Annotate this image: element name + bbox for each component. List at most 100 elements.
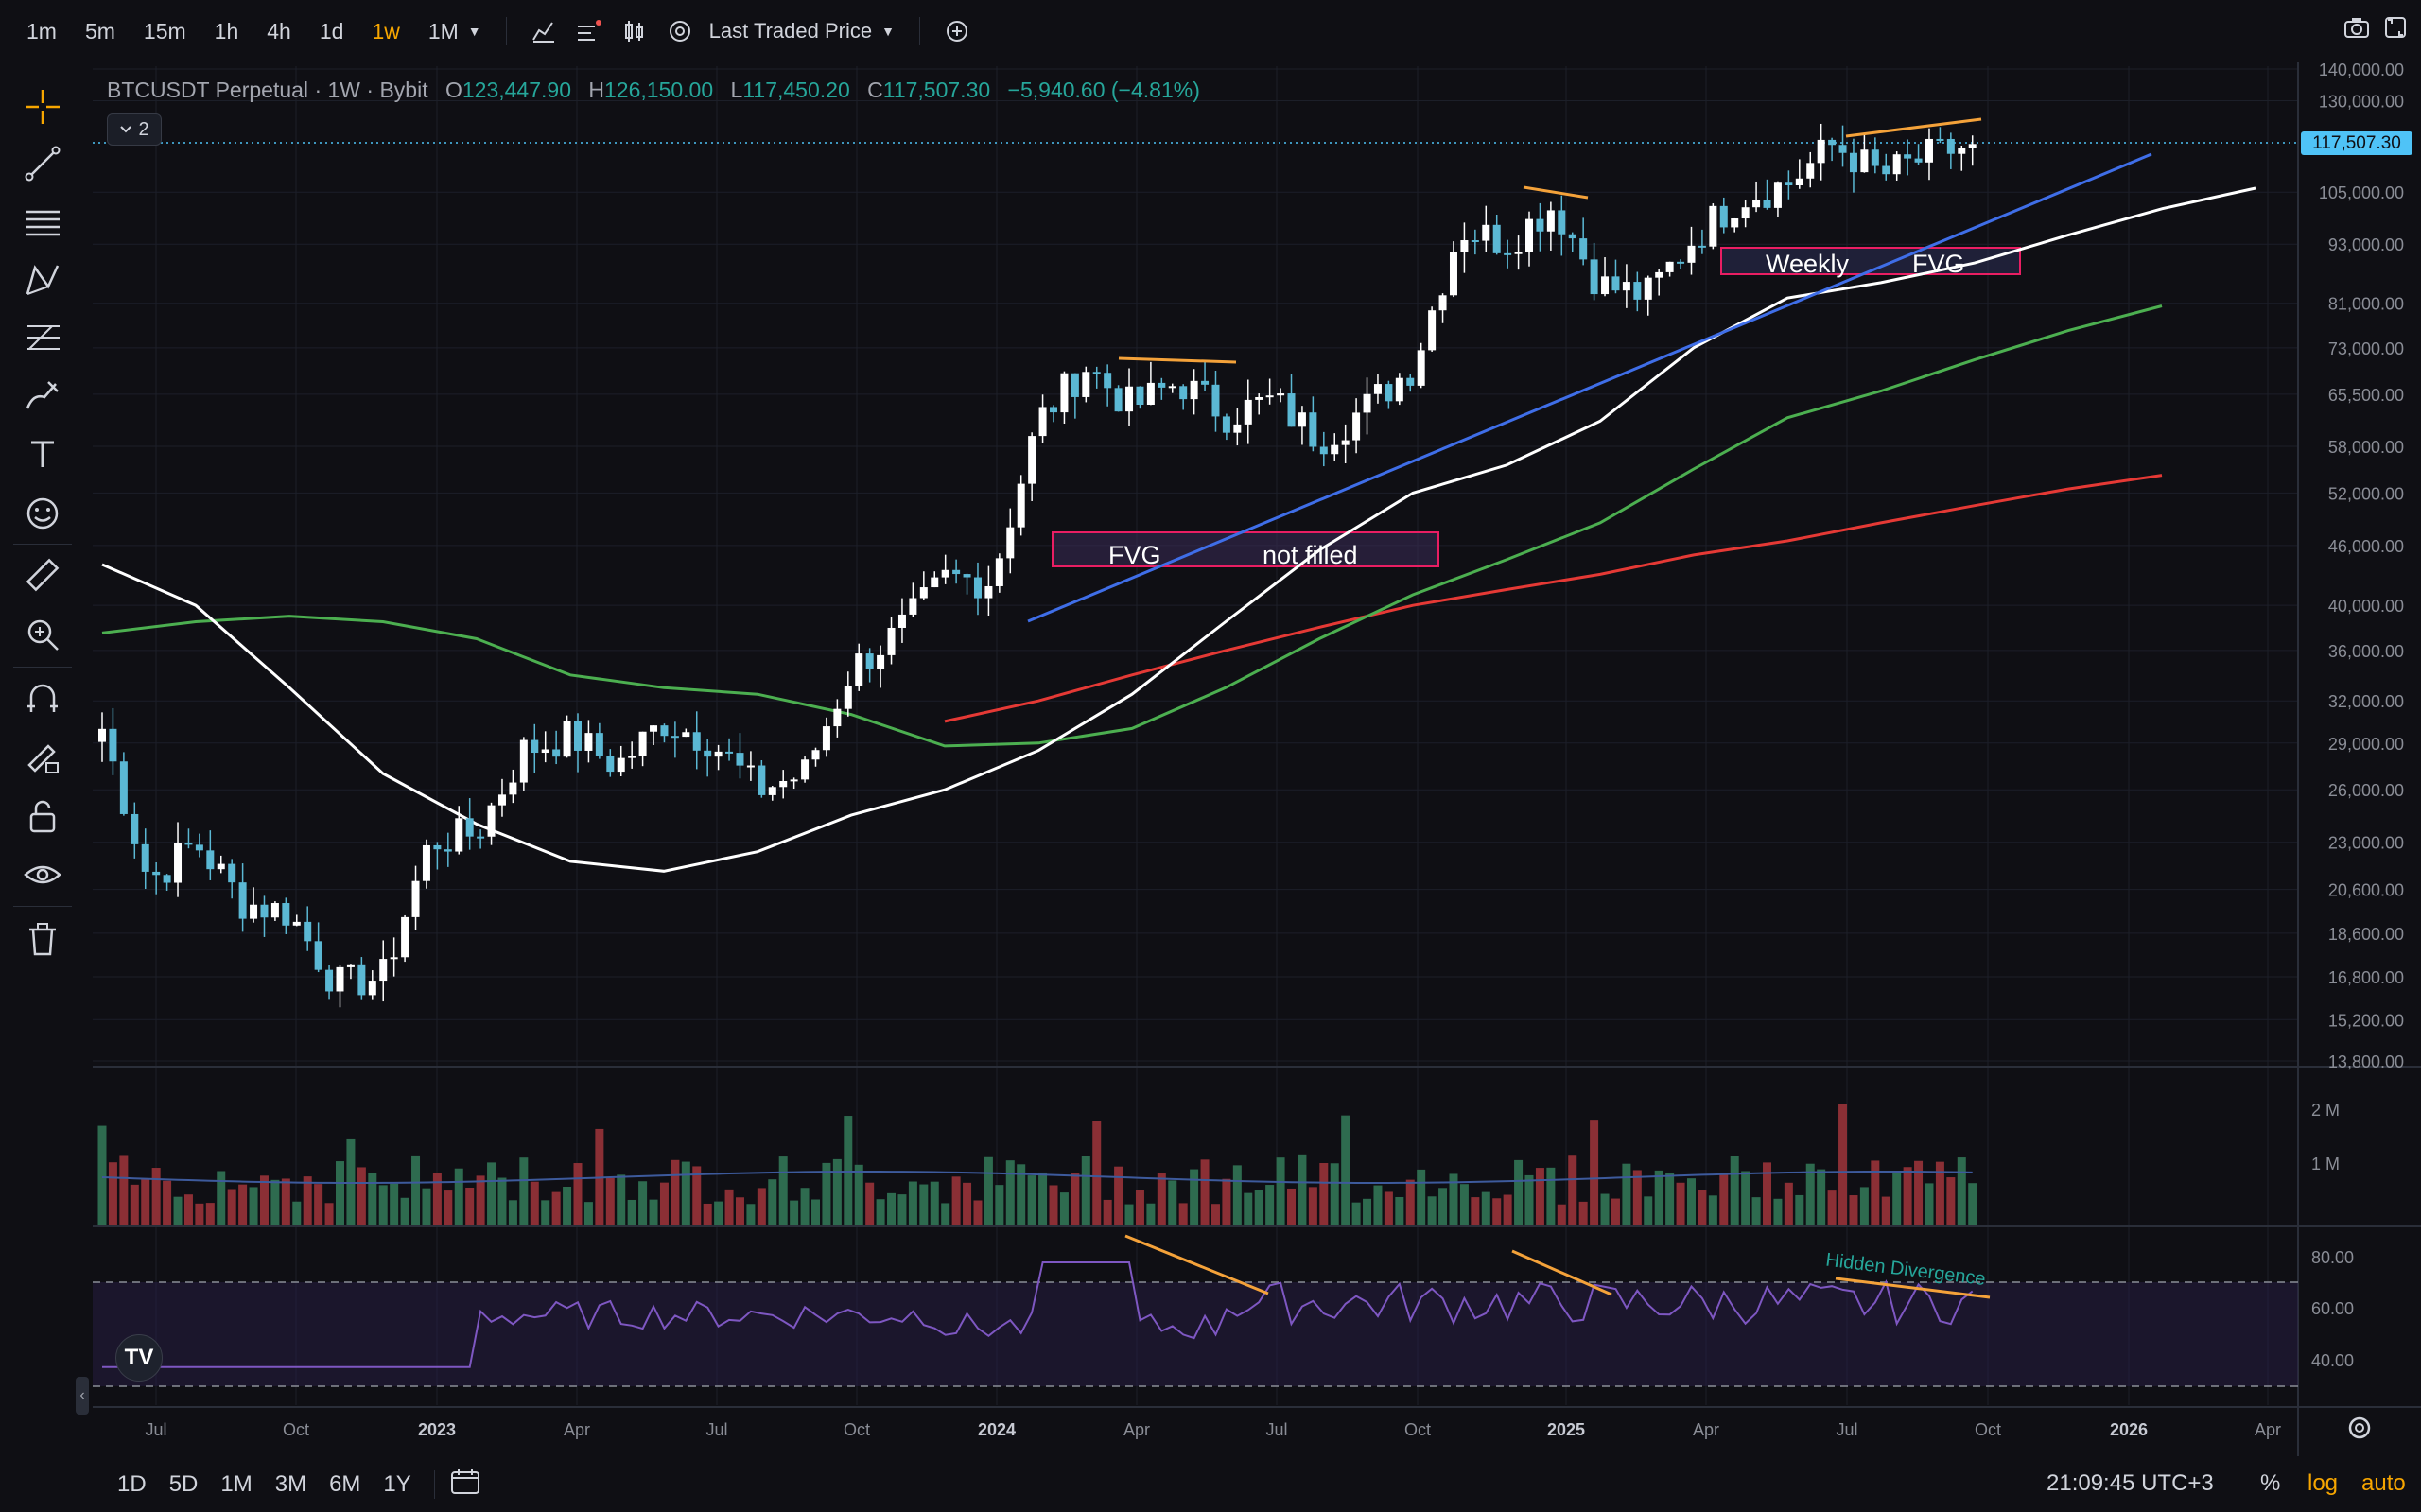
eye-icon[interactable] — [21, 853, 64, 896]
volume-bar — [1363, 1198, 1372, 1225]
price-axis-label: 140,000.00 — [2319, 61, 2404, 79]
timeframe-15m[interactable]: 15m — [143, 18, 186, 43]
add-plus-icon[interactable] — [941, 15, 973, 47]
range-1y[interactable]: 1Y — [383, 1470, 411, 1497]
toolbar-divider — [13, 906, 72, 907]
volume-bar — [281, 1178, 290, 1225]
range-1d[interactable]: 1D — [117, 1470, 147, 1497]
candle-body — [184, 843, 193, 845]
price-source-icon[interactable] — [664, 15, 696, 47]
candle-body — [1817, 139, 1825, 164]
candle-body — [433, 844, 442, 850]
candle-body — [1373, 384, 1382, 394]
lock-icon[interactable] — [21, 794, 64, 838]
chart-type-icon[interactable] — [528, 15, 560, 47]
price-source-dropdown-icon[interactable]: ▼ — [881, 24, 895, 39]
timeframe-dropdown-icon[interactable]: ▼ — [467, 24, 481, 39]
clock-timezone[interactable]: 21:09:45 UTC+3 — [2047, 1470, 2214, 1496]
range-5d[interactable]: 5D — [168, 1470, 199, 1497]
rsi-divergence-line — [1124, 1234, 1269, 1295]
candle-body — [1828, 139, 1837, 146]
candle-body — [1395, 377, 1403, 402]
timeframe-5m[interactable]: 5m — [84, 18, 115, 43]
zoom-tool-icon[interactable] — [21, 613, 64, 656]
volume-bar — [1222, 1178, 1231, 1225]
indicator-count: 2 — [138, 118, 149, 140]
volume-bar — [887, 1192, 897, 1225]
magnet-icon[interactable] — [21, 677, 64, 721]
timeframe-1M[interactable]: 1M — [427, 18, 459, 43]
pattern-tool-icon[interactable] — [21, 259, 64, 303]
candles-settings-icon[interactable] — [618, 15, 651, 47]
text-tool-icon[interactable] — [21, 432, 64, 476]
indicators-icon[interactable] — [573, 15, 605, 47]
horizontal-lines-tool-icon[interactable] — [21, 201, 64, 245]
candle-body — [811, 750, 820, 760]
candle-body — [411, 880, 420, 917]
emoji-tool-icon[interactable] — [21, 492, 64, 535]
candle-body — [531, 739, 539, 754]
price-source-selector[interactable]: Last Traded Price — [708, 19, 873, 43]
trendline-tool-icon[interactable] — [21, 142, 64, 185]
brush-tool-icon[interactable] — [21, 374, 64, 417]
price-axis: 140,000.00 130,000.00 105,000.00 93,000.00 8… — [2311, 61, 2404, 1370]
volume-bar — [454, 1168, 463, 1225]
volume-bar — [1351, 1202, 1361, 1225]
candle-body — [995, 558, 1003, 586]
timeframe-1m[interactable]: 1m — [26, 18, 57, 43]
collapse-panel-button[interactable]: ‹ — [76, 1377, 89, 1415]
time-axis-label: Jul — [1265, 1420, 1287, 1439]
crosshair-icon[interactable] — [21, 85, 64, 129]
range-1m[interactable]: 1M — [220, 1470, 253, 1497]
candle-body — [1568, 234, 1576, 239]
volume-bar — [195, 1203, 204, 1225]
price-axis-label: 93,000.00 — [2328, 235, 2404, 254]
auto-scale-button[interactable]: auto — [2361, 1470, 2406, 1496]
volume-bar — [551, 1191, 561, 1225]
candle-body — [1298, 412, 1306, 427]
toolbar-divider — [13, 544, 72, 545]
toolbar-divider — [918, 17, 920, 45]
range-6m[interactable]: 6M — [329, 1470, 361, 1497]
date-range-icon[interactable] — [450, 1468, 482, 1501]
change-value: −5,940.60 (−4.81%) — [1007, 78, 1200, 102]
ruler-tool-icon[interactable] — [21, 553, 64, 597]
volume-bar — [1730, 1156, 1739, 1225]
rsi-band — [93, 1282, 2298, 1386]
candle-body — [1104, 373, 1112, 389]
volume-bar — [757, 1188, 766, 1225]
volume-bar — [1017, 1164, 1026, 1225]
candle-body — [1158, 382, 1166, 388]
volume-bar — [1124, 1204, 1134, 1225]
candle-body — [487, 805, 496, 837]
timeframe-1w[interactable]: 1w — [372, 18, 400, 43]
high-key: H — [588, 78, 605, 102]
volume-bar — [1859, 1187, 1869, 1225]
percent-scale-button[interactable]: % — [2260, 1470, 2281, 1496]
candle-body — [931, 577, 939, 588]
trash-icon[interactable] — [21, 917, 64, 961]
tradingview-logo[interactable]: TV — [115, 1334, 163, 1382]
fullscreen-icon[interactable] — [2383, 15, 2408, 44]
timeframe-1h[interactable]: 1h — [214, 18, 239, 43]
timeframe-1d[interactable]: 1d — [319, 18, 344, 43]
volume-bar — [1200, 1159, 1210, 1225]
indicators-toggle[interactable]: 2 — [107, 113, 162, 146]
volume-bar — [1751, 1197, 1761, 1225]
weekly-fvg-label-left: Weekly — [1766, 250, 1850, 278]
candle-body — [1168, 386, 1176, 389]
candle-body — [1536, 218, 1544, 232]
volume-bar — [1968, 1183, 1977, 1225]
timeframe-4h[interactable]: 4h — [267, 18, 291, 43]
log-scale-button[interactable]: log — [2308, 1470, 2339, 1496]
range-3m[interactable]: 3M — [274, 1470, 307, 1497]
fib-tool-icon[interactable] — [21, 316, 64, 359]
volume-bar — [1341, 1115, 1350, 1225]
lock-drawing-icon[interactable] — [21, 736, 64, 779]
candle-body — [897, 614, 906, 628]
volume-bar — [1644, 1196, 1653, 1225]
candle-body — [1601, 276, 1610, 295]
camera-icon[interactable] — [2343, 15, 2370, 44]
symbol-name[interactable]: BTCUSDT Perpetual — [107, 78, 309, 102]
